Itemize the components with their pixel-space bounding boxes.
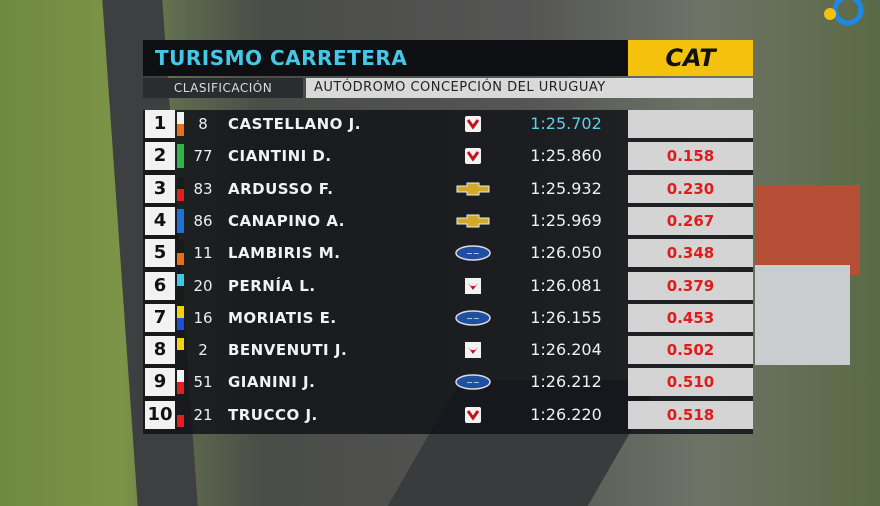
result-row: 8 2 BENVENUTI J. 1:26.204 0.502: [143, 336, 753, 365]
result-row: 2 77 CIANTINI D. 1:25.860 0.158: [143, 142, 753, 171]
building: [755, 185, 860, 275]
lap-time: 1:25.932: [530, 178, 602, 198]
lap-time: 1:26.212: [530, 372, 602, 392]
car-number: 20: [193, 276, 213, 295]
gap: 0.348: [628, 239, 753, 268]
car-number: 21: [193, 405, 213, 424]
driver-name: GIANINI J.: [228, 373, 316, 392]
gap: 0.379: [628, 271, 753, 300]
gap: 0.518: [628, 400, 753, 429]
car-number: 83: [193, 179, 213, 198]
brand-logo: ~~: [455, 310, 491, 326]
result-row: 6 20 PERNÍA L. 1:26.081 0.379: [143, 271, 753, 300]
team-stripe: [177, 208, 184, 233]
gap: 0.510: [628, 368, 753, 397]
building: [755, 265, 850, 365]
car-number: 16: [193, 308, 213, 327]
team-stripe: [177, 144, 184, 169]
lap-time: 1:26.050: [530, 243, 602, 263]
driver-name: LAMBIRIS M.: [228, 244, 341, 263]
gap: 0.158: [628, 142, 753, 171]
car-number: 86: [193, 211, 213, 230]
driver-name: TRUCCO J.: [228, 405, 318, 424]
svg-text:~~: ~~: [466, 249, 479, 258]
gap: 0.267: [628, 206, 753, 235]
driver-name: CASTELLANO J.: [228, 115, 361, 133]
lap-time: 1:25.969: [530, 210, 602, 230]
position: 1: [145, 110, 175, 138]
position: 4: [145, 206, 175, 235]
position: 7: [145, 303, 175, 332]
team-stripe: [177, 112, 184, 136]
result-row: 3 83 ARDUSSO F. 1:25.932 0.230: [143, 174, 753, 203]
position: 9: [145, 368, 175, 397]
lap-time: 1:26.220: [530, 404, 602, 424]
brand-logo: [465, 406, 481, 423]
lap-time: 1:25.702: [530, 114, 602, 133]
lap-time: 1:25.860: [530, 146, 602, 166]
position: 2: [145, 142, 175, 171]
team-stripe: [177, 402, 184, 427]
team-stripe: [177, 176, 184, 201]
lap-time: 1:26.155: [530, 307, 602, 327]
brand-logo: ~~: [455, 245, 491, 261]
position: 3: [145, 174, 175, 203]
car-number: 2: [198, 341, 208, 360]
position: 6: [145, 271, 175, 300]
lap-time: 1:26.204: [530, 340, 602, 360]
driver-name: BENVENUTI J.: [228, 341, 348, 360]
lap-time: 1:26.081: [530, 275, 602, 295]
result-row: 10 21 TRUCCO J. 1:26.220 0.518: [143, 400, 753, 429]
result-row: 4 86 CANAPINO A. 1:25.969 0.267: [143, 206, 753, 235]
result-row: 1 8 CASTELLANO J. 1:25.702: [143, 110, 753, 138]
brand-logo: [465, 116, 481, 132]
result-row: 5 11 LAMBIRIS M. ~~ 1:26.050 0.348: [143, 239, 753, 268]
gap: 0.453: [628, 303, 753, 332]
car-number: 8: [198, 115, 208, 133]
gap: 0.502: [628, 336, 753, 365]
gap: 0.230: [628, 174, 753, 203]
sponsor-logo: CAT: [628, 40, 753, 76]
results-table: 1 8 CASTELLANO J. 1:25.702 2 77 CIANTINI D. 1:2…: [143, 110, 753, 434]
driver-name: CIANTINI D.: [228, 147, 332, 166]
team-stripe: [177, 305, 184, 330]
team-stripe: [177, 241, 184, 266]
position: 5: [145, 239, 175, 268]
svg-text:~~: ~~: [466, 314, 479, 323]
result-row: 7 16 MORIATIS E. ~~ 1:26.155 0.453: [143, 303, 753, 332]
venue-label: AUTÓDROMO CONCEPCIÓN DEL URUGUAY: [306, 78, 753, 98]
brand-logo: [456, 182, 490, 196]
svg-text:~~: ~~: [466, 378, 479, 387]
driver-name: CANAPINO A.: [228, 211, 345, 230]
brand-logo: [456, 214, 490, 228]
brand-logo: [465, 342, 481, 359]
driver-name: ARDUSSO F.: [228, 179, 334, 198]
gap: [628, 110, 753, 138]
position: 8: [145, 336, 175, 365]
brand-logo: [465, 148, 481, 165]
team-stripe: [177, 370, 184, 395]
session-label: CLASIFICACIÓN: [143, 78, 303, 98]
car-number: 51: [193, 373, 213, 392]
team-stripe: [177, 273, 184, 298]
position: 10: [145, 400, 175, 429]
team-stripe: [177, 338, 184, 363]
channel-logo: [824, 0, 864, 26]
driver-name: MORIATIS E.: [228, 308, 337, 327]
result-row: 9 51 GIANINI J. ~~ 1:26.212 0.510: [143, 368, 753, 397]
driver-name: PERNÍA L.: [228, 276, 316, 295]
car-number: 77: [193, 147, 213, 166]
brand-logo: [465, 277, 481, 294]
title: TURISMO CARRETERA: [143, 40, 628, 76]
car-number: 11: [193, 244, 213, 263]
brand-logo: ~~: [455, 374, 491, 391]
